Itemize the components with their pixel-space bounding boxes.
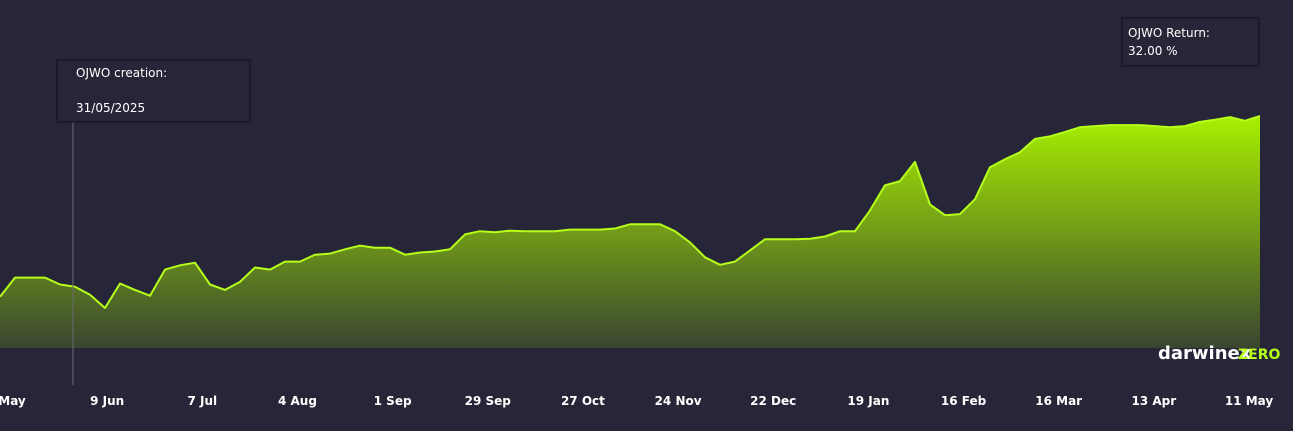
x-tick-label: 7 Jul <box>187 394 217 408</box>
x-tick-label: 24 Nov <box>655 394 702 408</box>
x-tick-label: 22 Dec <box>750 394 796 408</box>
x-tick-label: 29 Sep <box>465 394 512 408</box>
x-tick-label: 16 Feb <box>941 394 987 408</box>
brand-suffix: ZERO <box>1238 347 1280 363</box>
creation-box <box>56 59 251 123</box>
x-tick-label: 4 Aug <box>278 394 317 408</box>
x-tick-label: 16 Mar <box>1035 394 1082 408</box>
return-label: OJWO Return: <box>1128 26 1210 40</box>
x-tick-label: May <box>0 394 26 408</box>
return-value: 32.00 % <box>1128 44 1178 58</box>
x-tick-label: 9 Jun <box>90 394 124 408</box>
creation-date: 31/05/2025 <box>76 101 145 115</box>
area-fill <box>0 116 1260 348</box>
line <box>0 115 1261 309</box>
creation-label: OJWO creation: <box>76 66 167 80</box>
x-tick-label: 11 May <box>1225 394 1274 408</box>
x-tick-label: 13 Apr <box>1132 394 1177 408</box>
x-tick-label: 19 Jan <box>847 394 889 408</box>
x-tick-label: 1 Sep <box>374 394 412 408</box>
plot-area <box>0 115 1261 348</box>
return-box <box>1121 17 1260 67</box>
brand-name: darwinex <box>1158 343 1252 364</box>
x-tick-label: 27 Oct <box>561 394 605 408</box>
